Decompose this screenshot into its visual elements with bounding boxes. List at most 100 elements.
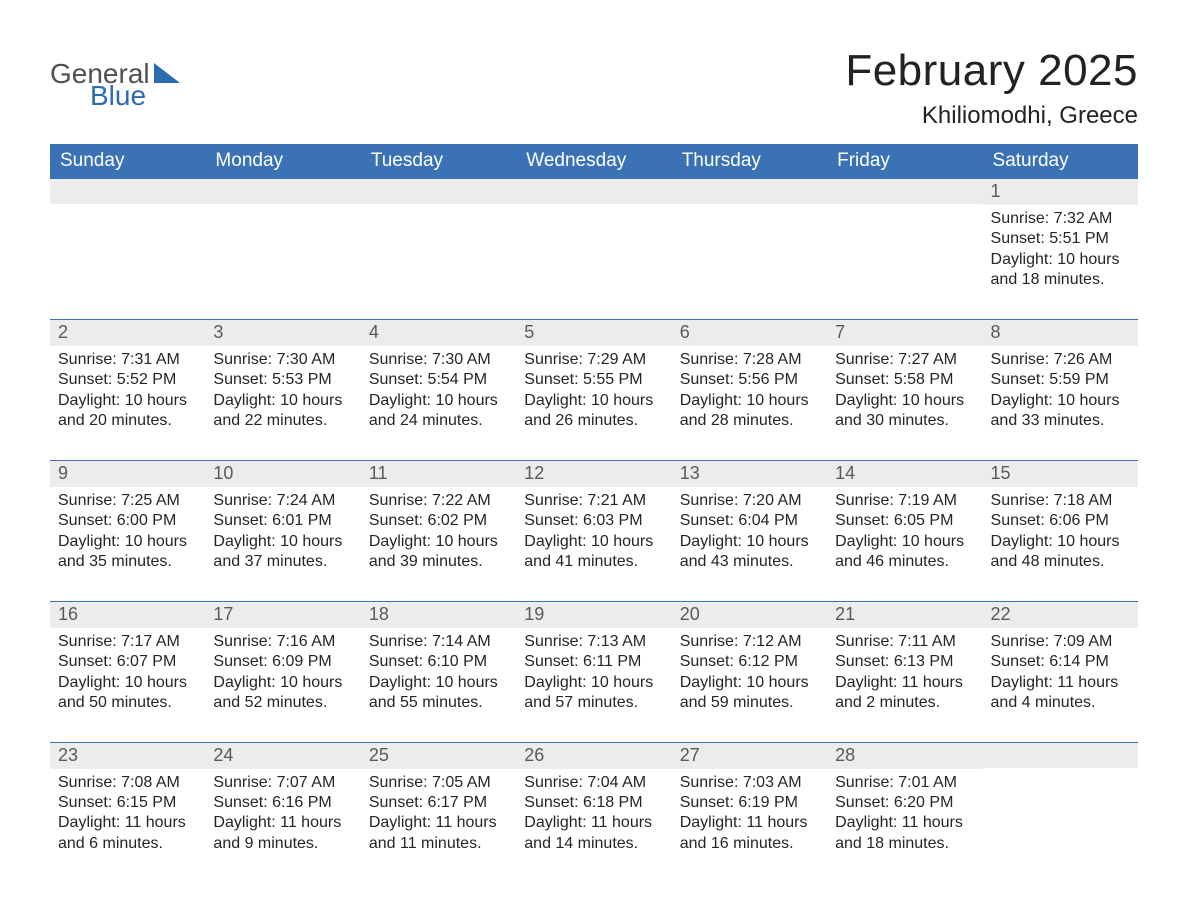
day-details: Sunrise: 7:29 AMSunset: 5:55 PMDaylight:…: [522, 350, 665, 432]
day-cell: 9Sunrise: 7:25 AMSunset: 6:00 PMDaylight…: [50, 461, 205, 573]
day-number: 22: [983, 602, 1138, 628]
day-detail-line: Daylight: 10 hours: [524, 673, 663, 693]
day-number: 23: [50, 743, 205, 769]
day-number: 24: [205, 743, 360, 769]
weeks-container: 1Sunrise: 7:32 AMSunset: 5:51 PMDaylight…: [50, 179, 1138, 854]
day-number: 1: [983, 179, 1138, 205]
day-number: 6: [672, 320, 827, 346]
day-detail-line: Sunset: 5:55 PM: [524, 370, 663, 390]
day-number: 14: [827, 461, 982, 487]
day-cell: 27 Sunrise: 7:03 AMSunset: 6:19 PMDayligh…: [672, 743, 827, 855]
day-cell: 12Sunrise: 7:21 AMSunset: 6:03 PMDayligh…: [516, 461, 671, 573]
day-details: Sunrise: 7:22 AMSunset: 6:02 PMDaylight:…: [367, 491, 510, 573]
day-detail-line: Sunrise: 7:32 AM: [991, 209, 1130, 229]
day-number: [205, 179, 360, 204]
day-cell: 2Sunrise: 7:31 AMSunset: 5:52 PMDaylight…: [50, 320, 205, 432]
day-number: 7: [827, 320, 982, 346]
day-detail-line: and 18 minutes.: [991, 270, 1130, 290]
day-number: 13: [672, 461, 827, 487]
dow-tuesday: Tuesday: [361, 144, 516, 179]
day-detail-line: Daylight: 10 hours: [369, 532, 508, 552]
day-number: 5: [516, 320, 671, 346]
day-detail-line: Daylight: 10 hours: [369, 673, 508, 693]
day-detail-line: Sunrise: 7:11 AM: [835, 632, 974, 652]
day-details: Sunrise: 7:04 AMSunset: 6:18 PMDaylight:…: [522, 773, 665, 855]
day-detail-line: Daylight: 10 hours: [213, 391, 352, 411]
day-details: Sunrise: 7:24 AMSunset: 6:01 PMDaylight:…: [211, 491, 354, 573]
day-details: Sunrise: 7:28 AMSunset: 5:56 PMDaylight:…: [678, 350, 821, 432]
day-detail-line: Sunset: 6:04 PM: [680, 511, 819, 531]
day-detail-line: Sunrise: 7:19 AM: [835, 491, 974, 511]
day-detail-line: Sunset: 5:58 PM: [835, 370, 974, 390]
day-cell: 22Sunrise: 7:09 AMSunset: 6:14 PMDayligh…: [983, 602, 1138, 714]
calendar-page: General Blue February 2025 Khiliomodhi, …: [0, 0, 1188, 894]
day-cell: [361, 179, 516, 291]
day-detail-line: Sunrise: 7:26 AM: [991, 350, 1130, 370]
day-number: 28: [827, 743, 982, 769]
logo-triangle-icon: [154, 63, 180, 88]
day-details: Sunrise: 7:08 AMSunset: 6:15 PMDaylight:…: [56, 773, 199, 855]
day-detail-line: Daylight: 10 hours: [524, 391, 663, 411]
day-number: 20: [672, 602, 827, 628]
day-details: Sunrise: 7:11 AMSunset: 6:13 PMDaylight:…: [833, 632, 976, 714]
day-cell: 10 Sunrise: 7:24 AMSunset: 6:01 PMDayligh…: [205, 461, 360, 573]
day-detail-line: Daylight: 11 hours: [835, 673, 974, 693]
day-cell: 28Sunrise: 7:01 AMSunset: 6:20 PMDayligh…: [827, 743, 982, 855]
day-details: Sunrise: 7:07 AMSunset: 6:16 PMDaylight:…: [211, 773, 354, 855]
day-detail-line: and 16 minutes.: [680, 834, 819, 854]
day-detail-line: and 14 minutes.: [524, 834, 663, 854]
day-detail-line: and 59 minutes.: [680, 693, 819, 713]
day-detail-line: Sunrise: 7:05 AM: [369, 773, 508, 793]
day-details: Sunrise: 7:14 AMSunset: 6:10 PMDaylight:…: [367, 632, 510, 714]
day-number: 27: [672, 743, 827, 769]
day-detail-line: Daylight: 10 hours: [213, 532, 352, 552]
day-cell: 1Sunrise: 7:32 AMSunset: 5:51 PMDaylight…: [983, 179, 1138, 291]
day-details: Sunrise: 7:19 AMSunset: 6:05 PMDaylight:…: [833, 491, 976, 573]
day-detail-line: and 6 minutes.: [58, 834, 197, 854]
day-details: Sunrise: 7:18 AMSunset: 6:06 PMDaylight:…: [989, 491, 1132, 573]
day-detail-line: Daylight: 10 hours: [58, 391, 197, 411]
day-detail-line: and 9 minutes.: [213, 834, 352, 854]
day-cell: 14 Sunrise: 7:19 AMSunset: 6:05 PMDayligh…: [827, 461, 982, 573]
day-number: 19: [516, 602, 671, 628]
day-detail-line: and 37 minutes.: [213, 552, 352, 572]
day-details: Sunrise: 7:21 AMSunset: 6:03 PMDaylight:…: [522, 491, 665, 573]
day-detail-line: Sunset: 5:54 PM: [369, 370, 508, 390]
day-detail-line: Sunrise: 7:22 AM: [369, 491, 508, 511]
dow-monday: Monday: [205, 144, 360, 179]
month-title: February 2025: [845, 46, 1138, 96]
day-cell: 19Sunrise: 7:13 AMSunset: 6:11 PMDayligh…: [516, 602, 671, 714]
day-detail-line: Sunrise: 7:14 AM: [369, 632, 508, 652]
day-detail-line: Daylight: 10 hours: [680, 673, 819, 693]
day-details: Sunrise: 7:25 AMSunset: 6:00 PMDaylight:…: [56, 491, 199, 573]
day-details: Sunrise: 7:03 AMSunset: 6:19 PMDaylight:…: [678, 773, 821, 855]
day-detail-line: Daylight: 11 hours: [58, 813, 197, 833]
day-cell: 24 Sunrise: 7:07 AMSunset: 6:16 PMDayligh…: [205, 743, 360, 855]
week-row: 16Sunrise: 7:17 AMSunset: 6:07 PMDayligh…: [50, 601, 1138, 714]
day-detail-line: Sunrise: 7:20 AM: [680, 491, 819, 511]
day-cell: [827, 179, 982, 291]
day-number: 10: [205, 461, 360, 487]
title-block: February 2025 Khiliomodhi, Greece: [845, 46, 1138, 130]
day-detail-line: Sunset: 5:56 PM: [680, 370, 819, 390]
day-cell: 21Sunrise: 7:11 AMSunset: 6:13 PMDayligh…: [827, 602, 982, 714]
day-detail-line: Sunrise: 7:09 AM: [991, 632, 1130, 652]
day-detail-line: Sunset: 6:19 PM: [680, 793, 819, 813]
day-detail-line: Sunset: 6:03 PM: [524, 511, 663, 531]
day-detail-line: Sunrise: 7:07 AM: [213, 773, 352, 793]
day-detail-line: Sunset: 6:05 PM: [835, 511, 974, 531]
day-number: 11: [361, 461, 516, 487]
day-detail-line: and 28 minutes.: [680, 411, 819, 431]
day-detail-line: Daylight: 11 hours: [213, 813, 352, 833]
day-cell: 20Sunrise: 7:12 AMSunset: 6:12 PMDayligh…: [672, 602, 827, 714]
day-number: [50, 179, 205, 204]
dow-saturday: Saturday: [983, 144, 1138, 179]
day-detail-line: Sunset: 6:10 PM: [369, 652, 508, 672]
day-detail-line: Sunrise: 7:12 AM: [680, 632, 819, 652]
day-detail-line: and 11 minutes.: [369, 834, 508, 854]
day-detail-line: Sunrise: 7:30 AM: [213, 350, 352, 370]
day-detail-line: Sunrise: 7:29 AM: [524, 350, 663, 370]
day-details: Sunrise: 7:27 AMSunset: 5:58 PMDaylight:…: [833, 350, 976, 432]
day-detail-line: and 52 minutes.: [213, 693, 352, 713]
header-row: General Blue February 2025 Khiliomodhi, …: [50, 46, 1138, 130]
